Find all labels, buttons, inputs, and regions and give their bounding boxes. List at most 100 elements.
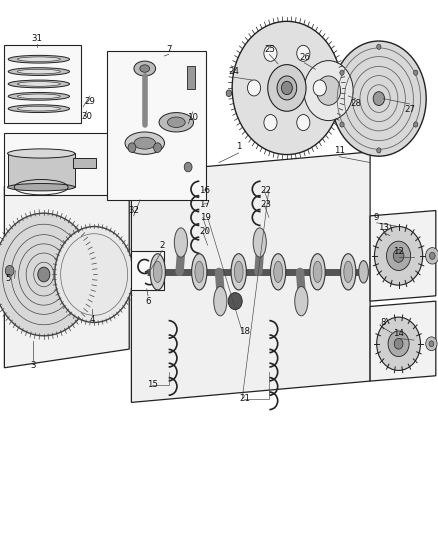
Circle shape xyxy=(0,213,94,336)
Text: 18: 18 xyxy=(239,327,250,336)
Bar xyxy=(4,45,81,123)
Ellipse shape xyxy=(214,287,227,316)
Text: 16: 16 xyxy=(199,186,211,195)
Ellipse shape xyxy=(8,80,70,88)
Text: 1: 1 xyxy=(236,142,241,151)
Circle shape xyxy=(38,267,50,282)
Polygon shape xyxy=(370,211,436,301)
Circle shape xyxy=(413,122,418,127)
Circle shape xyxy=(5,265,14,276)
Circle shape xyxy=(377,148,381,153)
Circle shape xyxy=(388,331,409,357)
Polygon shape xyxy=(4,168,129,368)
Bar xyxy=(187,66,195,90)
Circle shape xyxy=(373,92,385,106)
Circle shape xyxy=(228,293,242,310)
Circle shape xyxy=(184,162,192,172)
Ellipse shape xyxy=(253,228,266,257)
Ellipse shape xyxy=(234,261,243,282)
Ellipse shape xyxy=(174,228,187,257)
Bar xyxy=(4,133,109,195)
Text: 27: 27 xyxy=(404,105,415,114)
Ellipse shape xyxy=(159,112,194,132)
Text: 31: 31 xyxy=(32,34,43,43)
Circle shape xyxy=(128,143,136,152)
Ellipse shape xyxy=(274,261,283,282)
Ellipse shape xyxy=(344,261,353,282)
Ellipse shape xyxy=(153,261,162,282)
Circle shape xyxy=(394,338,403,349)
Circle shape xyxy=(340,122,344,127)
Text: 15: 15 xyxy=(147,381,158,389)
Text: 13: 13 xyxy=(378,223,389,231)
Circle shape xyxy=(429,341,434,346)
Circle shape xyxy=(340,70,344,75)
Ellipse shape xyxy=(8,105,70,112)
Ellipse shape xyxy=(18,69,60,74)
Circle shape xyxy=(304,61,353,120)
Ellipse shape xyxy=(359,261,368,283)
Text: 14: 14 xyxy=(393,329,404,337)
Ellipse shape xyxy=(18,94,60,99)
Circle shape xyxy=(281,81,293,95)
Circle shape xyxy=(297,115,310,131)
Text: 10: 10 xyxy=(187,113,198,122)
Text: 5: 5 xyxy=(5,274,11,282)
Text: 30: 30 xyxy=(81,112,92,120)
Ellipse shape xyxy=(341,254,356,290)
Circle shape xyxy=(377,44,381,50)
Text: 3: 3 xyxy=(30,361,35,369)
Bar xyxy=(131,251,164,290)
Circle shape xyxy=(393,249,404,262)
Text: 11: 11 xyxy=(334,146,345,155)
Circle shape xyxy=(413,70,418,75)
Bar xyxy=(73,158,96,167)
Bar xyxy=(7,154,75,187)
Text: 28: 28 xyxy=(350,100,361,108)
Text: 20: 20 xyxy=(199,228,211,236)
Circle shape xyxy=(232,21,342,155)
Text: 26: 26 xyxy=(299,53,310,62)
Text: 2: 2 xyxy=(159,241,165,249)
Ellipse shape xyxy=(134,61,155,76)
Circle shape xyxy=(316,76,341,106)
Text: 24: 24 xyxy=(229,68,240,76)
Text: 7: 7 xyxy=(166,45,171,53)
Text: 6: 6 xyxy=(145,297,151,305)
Ellipse shape xyxy=(231,254,246,290)
Circle shape xyxy=(426,337,437,351)
Ellipse shape xyxy=(150,254,166,290)
Polygon shape xyxy=(131,152,370,402)
Ellipse shape xyxy=(195,261,204,282)
Text: 32: 32 xyxy=(128,206,139,215)
Ellipse shape xyxy=(134,137,155,149)
Ellipse shape xyxy=(167,117,185,127)
Ellipse shape xyxy=(18,82,60,86)
Circle shape xyxy=(297,45,310,61)
Circle shape xyxy=(332,41,426,156)
Circle shape xyxy=(55,227,134,322)
Circle shape xyxy=(264,115,277,131)
Text: 17: 17 xyxy=(199,200,211,208)
Ellipse shape xyxy=(313,261,322,282)
Ellipse shape xyxy=(7,149,75,158)
Ellipse shape xyxy=(310,254,325,290)
Ellipse shape xyxy=(270,254,286,290)
Circle shape xyxy=(154,143,162,152)
Circle shape xyxy=(429,252,435,260)
Ellipse shape xyxy=(140,65,150,72)
Circle shape xyxy=(377,317,420,370)
Ellipse shape xyxy=(8,55,70,63)
Text: 25: 25 xyxy=(264,45,275,53)
Text: 4: 4 xyxy=(89,316,95,324)
Ellipse shape xyxy=(192,254,207,290)
Text: 22: 22 xyxy=(261,186,272,195)
Ellipse shape xyxy=(8,68,70,76)
Ellipse shape xyxy=(295,287,308,316)
Circle shape xyxy=(264,45,277,61)
Text: 23: 23 xyxy=(261,200,272,208)
Circle shape xyxy=(426,248,438,264)
Bar xyxy=(107,51,206,200)
Ellipse shape xyxy=(8,92,70,100)
Ellipse shape xyxy=(18,107,60,111)
